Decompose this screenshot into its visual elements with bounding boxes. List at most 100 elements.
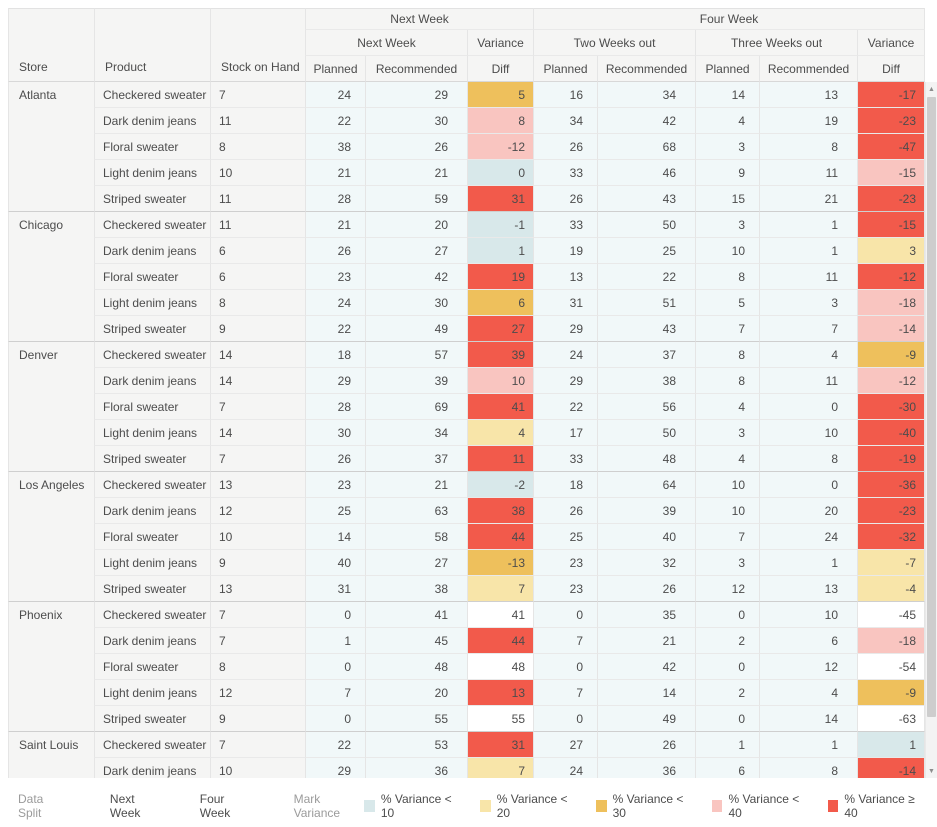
two-weeks-planned-cell[interactable]: 16: [533, 82, 598, 108]
next-week-planned-cell[interactable]: 26: [305, 238, 365, 264]
next-week-variance-diff-cell[interactable]: 44: [467, 524, 534, 550]
four-week-variance-diff-cell[interactable]: 3: [857, 238, 925, 264]
four-week-variance-diff-cell[interactable]: -9: [857, 342, 925, 368]
three-weeks-recommended-cell[interactable]: 10: [759, 602, 858, 628]
three-weeks-recommended-cell[interactable]: 20: [759, 498, 858, 524]
data-split-option-next-week[interactable]: Next Week: [109, 791, 141, 820]
two-weeks-recommended-cell[interactable]: 21: [597, 628, 696, 654]
next-week-planned-cell[interactable]: 38: [305, 134, 365, 160]
two-weeks-planned-cell[interactable]: 24: [533, 342, 598, 368]
next-week-planned-cell[interactable]: 18: [305, 342, 365, 368]
two-weeks-recommended-cell[interactable]: 25: [597, 238, 696, 264]
next-week-planned-cell[interactable]: 21: [305, 212, 365, 238]
next-week-variance-diff-cell[interactable]: 1: [467, 238, 534, 264]
next-week-variance-diff-cell[interactable]: 31: [467, 186, 534, 212]
stock-cell[interactable]: 12: [210, 498, 305, 524]
header-subgroup-next-week-0[interactable]: Next Week: [305, 30, 467, 56]
product-cell[interactable]: Light denim jeans: [94, 160, 210, 186]
next-week-variance-diff-cell[interactable]: 38: [467, 498, 534, 524]
column-header-diff-2[interactable]: Diff: [467, 56, 534, 82]
three-weeks-planned-cell[interactable]: 8: [695, 264, 760, 290]
next-week-recommended-cell[interactable]: 45: [365, 628, 467, 654]
next-week-recommended-cell[interactable]: 49: [365, 316, 467, 342]
column-header-planned-5[interactable]: Planned: [695, 56, 760, 82]
next-week-planned-cell[interactable]: 24: [305, 290, 365, 316]
stock-cell[interactable]: 9: [210, 550, 305, 576]
two-weeks-planned-cell[interactable]: 26: [533, 186, 598, 212]
next-week-recommended-cell[interactable]: 30: [365, 290, 467, 316]
four-week-variance-diff-cell[interactable]: -32: [857, 524, 925, 550]
two-weeks-planned-cell[interactable]: 26: [533, 498, 598, 524]
three-weeks-planned-cell[interactable]: 0: [695, 654, 760, 680]
three-weeks-planned-cell[interactable]: 3: [695, 212, 760, 238]
next-week-planned-cell[interactable]: 23: [305, 264, 365, 290]
next-week-recommended-cell[interactable]: 48: [365, 654, 467, 680]
store-cell[interactable]: Atlanta: [8, 82, 94, 212]
header-subgroup-three-weeks-out-3[interactable]: Three Weeks out: [695, 30, 858, 56]
next-week-planned-cell[interactable]: 1: [305, 628, 365, 654]
two-weeks-planned-cell[interactable]: 33: [533, 212, 598, 238]
stock-cell[interactable]: 7: [210, 628, 305, 654]
next-week-planned-cell[interactable]: 22: [305, 108, 365, 134]
four-week-variance-diff-cell[interactable]: -36: [857, 472, 925, 498]
two-weeks-recommended-cell[interactable]: 35: [597, 602, 696, 628]
next-week-recommended-cell[interactable]: 21: [365, 160, 467, 186]
three-weeks-planned-cell[interactable]: 3: [695, 550, 760, 576]
three-weeks-planned-cell[interactable]: 10: [695, 238, 760, 264]
two-weeks-recommended-cell[interactable]: 38: [597, 368, 696, 394]
column-header-planned-3[interactable]: Planned: [533, 56, 598, 82]
product-cell[interactable]: Dark denim jeans: [94, 238, 210, 264]
next-week-recommended-cell[interactable]: 41: [365, 602, 467, 628]
three-weeks-planned-cell[interactable]: 2: [695, 680, 760, 706]
next-week-variance-diff-cell[interactable]: 31: [467, 732, 534, 758]
scroll-down-button[interactable]: ▼: [926, 764, 937, 778]
four-week-variance-diff-cell[interactable]: -23: [857, 498, 925, 524]
two-weeks-planned-cell[interactable]: 22: [533, 394, 598, 420]
three-weeks-recommended-cell[interactable]: 8: [759, 134, 858, 160]
stock-cell[interactable]: 7: [210, 394, 305, 420]
three-weeks-recommended-cell[interactable]: 11: [759, 264, 858, 290]
three-weeks-planned-cell[interactable]: 8: [695, 342, 760, 368]
two-weeks-recommended-cell[interactable]: 40: [597, 524, 696, 550]
stock-cell[interactable]: 11: [210, 212, 305, 238]
two-weeks-planned-cell[interactable]: 17: [533, 420, 598, 446]
next-week-recommended-cell[interactable]: 59: [365, 186, 467, 212]
three-weeks-recommended-cell[interactable]: 1: [759, 212, 858, 238]
product-cell[interactable]: Floral sweater: [94, 524, 210, 550]
next-week-variance-diff-cell[interactable]: -2: [467, 472, 534, 498]
two-weeks-recommended-cell[interactable]: 68: [597, 134, 696, 160]
next-week-planned-cell[interactable]: 7: [305, 680, 365, 706]
three-weeks-planned-cell[interactable]: 7: [695, 316, 760, 342]
stock-cell[interactable]: 13: [210, 576, 305, 602]
next-week-variance-diff-cell[interactable]: 44: [467, 628, 534, 654]
store-cell[interactable]: Los Angeles: [8, 472, 94, 602]
stock-cell[interactable]: 9: [210, 706, 305, 732]
three-weeks-planned-cell[interactable]: 12: [695, 576, 760, 602]
four-week-variance-diff-cell[interactable]: -12: [857, 368, 925, 394]
three-weeks-recommended-cell[interactable]: 11: [759, 160, 858, 186]
two-weeks-planned-cell[interactable]: 33: [533, 446, 598, 472]
scrollbar-thumb[interactable]: [927, 97, 936, 717]
next-week-recommended-cell[interactable]: 29: [365, 82, 467, 108]
next-week-variance-diff-cell[interactable]: 6: [467, 290, 534, 316]
next-week-planned-cell[interactable]: 29: [305, 758, 365, 778]
product-cell[interactable]: Striped sweater: [94, 446, 210, 472]
next-week-variance-diff-cell[interactable]: 41: [467, 602, 534, 628]
product-cell[interactable]: Dark denim jeans: [94, 368, 210, 394]
three-weeks-recommended-cell[interactable]: 4: [759, 342, 858, 368]
next-week-variance-diff-cell[interactable]: 5: [467, 82, 534, 108]
three-weeks-planned-cell[interactable]: 1: [695, 732, 760, 758]
stock-cell[interactable]: 10: [210, 160, 305, 186]
four-week-variance-diff-cell[interactable]: -47: [857, 134, 925, 160]
three-weeks-planned-cell[interactable]: 10: [695, 498, 760, 524]
three-weeks-recommended-cell[interactable]: 12: [759, 654, 858, 680]
two-weeks-planned-cell[interactable]: 18: [533, 472, 598, 498]
product-cell[interactable]: Floral sweater: [94, 654, 210, 680]
next-week-planned-cell[interactable]: 0: [305, 706, 365, 732]
two-weeks-planned-cell[interactable]: 23: [533, 576, 598, 602]
next-week-planned-cell[interactable]: 22: [305, 316, 365, 342]
three-weeks-recommended-cell[interactable]: 14: [759, 706, 858, 732]
stock-cell[interactable]: 7: [210, 82, 305, 108]
two-weeks-planned-cell[interactable]: 0: [533, 706, 598, 732]
scroll-up-button[interactable]: ▲: [926, 82, 937, 96]
